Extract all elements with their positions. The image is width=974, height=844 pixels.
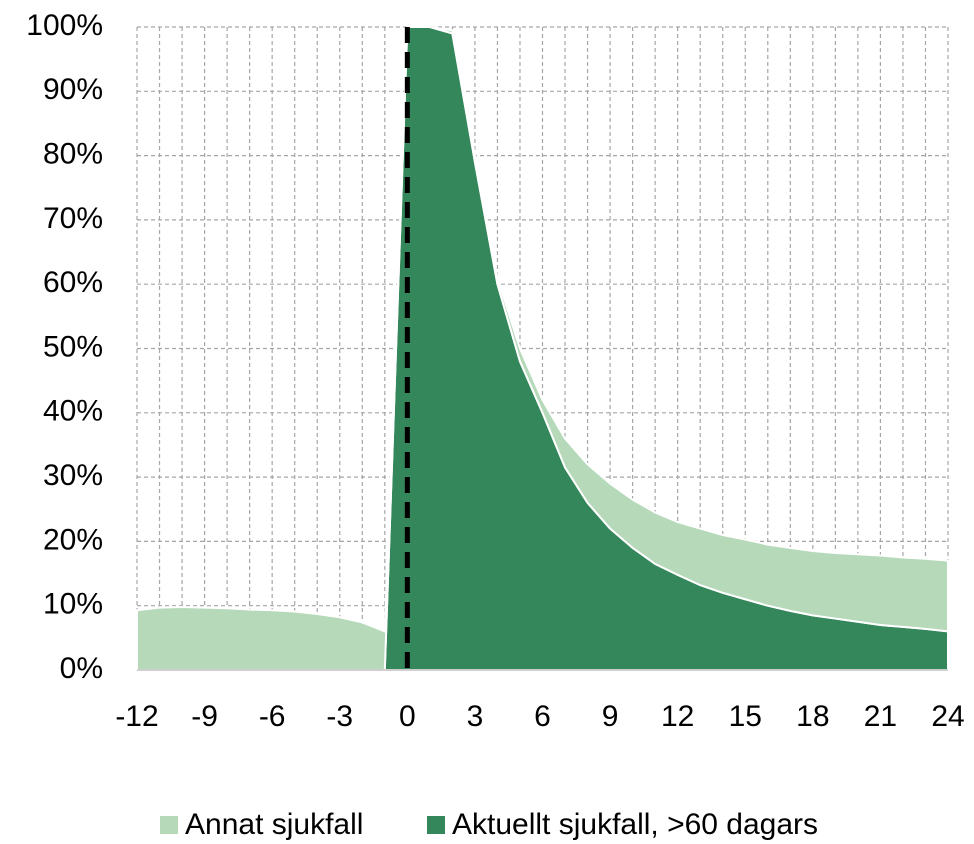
y-tick-label: 80%: [43, 138, 103, 171]
legend-swatch: [160, 816, 178, 834]
x-tick-label: -3: [326, 700, 353, 733]
y-tick-label: 70%: [43, 202, 103, 235]
x-tick-label: 21: [864, 700, 897, 733]
y-tick-label: 20%: [43, 523, 103, 556]
x-tick-label: 18: [796, 700, 829, 733]
y-tick-label: 50%: [43, 330, 103, 363]
y-tick-label: 40%: [43, 395, 103, 428]
y-tick-label: 100%: [26, 9, 103, 42]
y-tick-label: 0%: [60, 652, 103, 685]
x-tick-label: -6: [259, 700, 286, 733]
y-tick-label: 30%: [43, 459, 103, 492]
legend-label: Aktuellt sjukfall, >60 dagars: [452, 808, 818, 841]
area: [136, 26, 949, 671]
x-tick-label: 9: [602, 700, 619, 733]
x-tick-label: 12: [661, 700, 694, 733]
x-tick-label: 3: [467, 700, 484, 733]
x-tick-label: 24: [931, 700, 964, 733]
legend-swatch: [427, 816, 445, 834]
x-tick-label: -12: [115, 700, 158, 733]
y-tick-label: 90%: [43, 73, 103, 106]
y-tick-label: 60%: [43, 266, 103, 299]
x-tick-label: -9: [191, 700, 218, 733]
legend-label: Annat sjukfall: [185, 808, 363, 841]
y-tick-label: 10%: [43, 588, 103, 621]
x-tick-label: 0: [399, 700, 416, 733]
x-tick-label: 15: [729, 700, 762, 733]
x-tick-label: 6: [534, 700, 551, 733]
